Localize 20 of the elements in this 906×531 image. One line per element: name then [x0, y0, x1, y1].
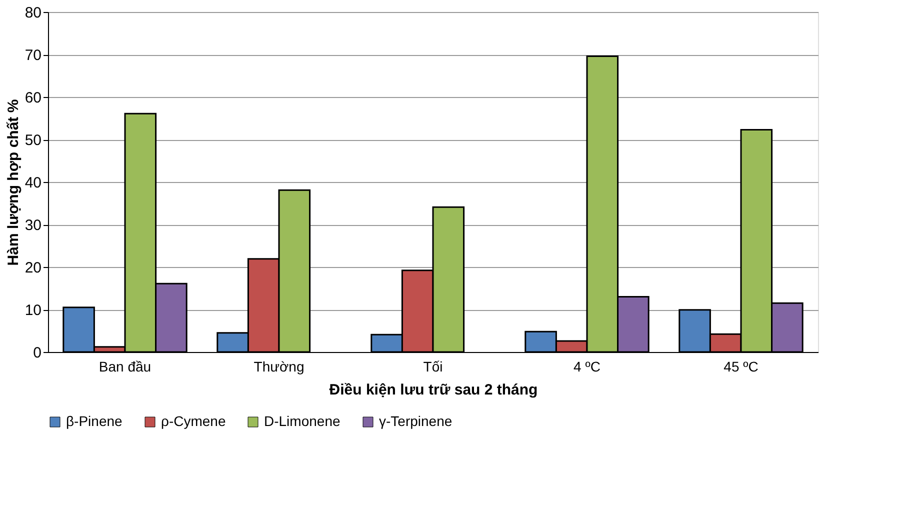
- y-tick-label: 10: [24, 302, 42, 319]
- x-tick-label: 4 ºC: [574, 358, 600, 374]
- y-tick-label: 20: [24, 260, 42, 276]
- y-tick-label: 60: [24, 90, 42, 106]
- y-tick-label: 40: [24, 174, 42, 192]
- y-tick-label: 50: [24, 132, 42, 149]
- y-axis-title: Hàm lượng hợp chất %: [4, 99, 22, 266]
- x-tick-label: 45 ºC: [724, 358, 758, 374]
- x-tick-label: Thường: [254, 358, 304, 374]
- x-tick-label: Ban đầu: [98, 358, 152, 374]
- y-tick-label: 0: [33, 344, 42, 362]
- legend-label: D-Limonene: [264, 413, 340, 429]
- y-tick-label: 80: [24, 4, 42, 22]
- x-tick-label: Tối: [423, 358, 443, 374]
- legend-label: ρ-Cymene: [161, 413, 226, 429]
- legend-label: γ-Terpinene: [379, 413, 452, 429]
- y-tick-label: 70: [24, 47, 42, 64]
- x-axis-title: Điều kiện lưu trữ sau 2 tháng: [329, 382, 538, 398]
- y-tick-label: 30: [24, 217, 42, 234]
- legend-label: β-Pinene: [66, 413, 123, 429]
